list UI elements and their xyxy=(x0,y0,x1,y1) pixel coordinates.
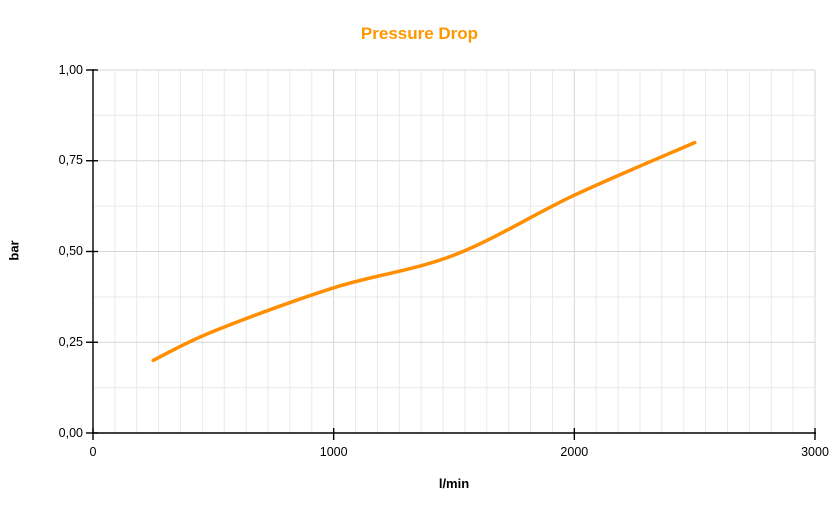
x-tick-label: 1000 xyxy=(319,445,348,459)
x-tick-label: 3000 xyxy=(801,445,829,459)
y-tick-label: 1,00 xyxy=(58,62,83,77)
x-tick-label: 2000 xyxy=(560,445,589,459)
y-tick-label: 0,50 xyxy=(58,244,83,258)
y-tick-label: 0,00 xyxy=(58,425,83,440)
x-axis-title: l/min xyxy=(438,476,470,491)
y-axis-title: bar xyxy=(6,240,22,261)
chart-title: Pressure Drop xyxy=(360,24,479,43)
pressure-drop-line-series xyxy=(151,140,697,363)
y-tick-label: 0,25 xyxy=(58,334,83,349)
y-tick-label: 0,75 xyxy=(58,153,83,168)
x-tick-label: 0 xyxy=(89,445,97,459)
